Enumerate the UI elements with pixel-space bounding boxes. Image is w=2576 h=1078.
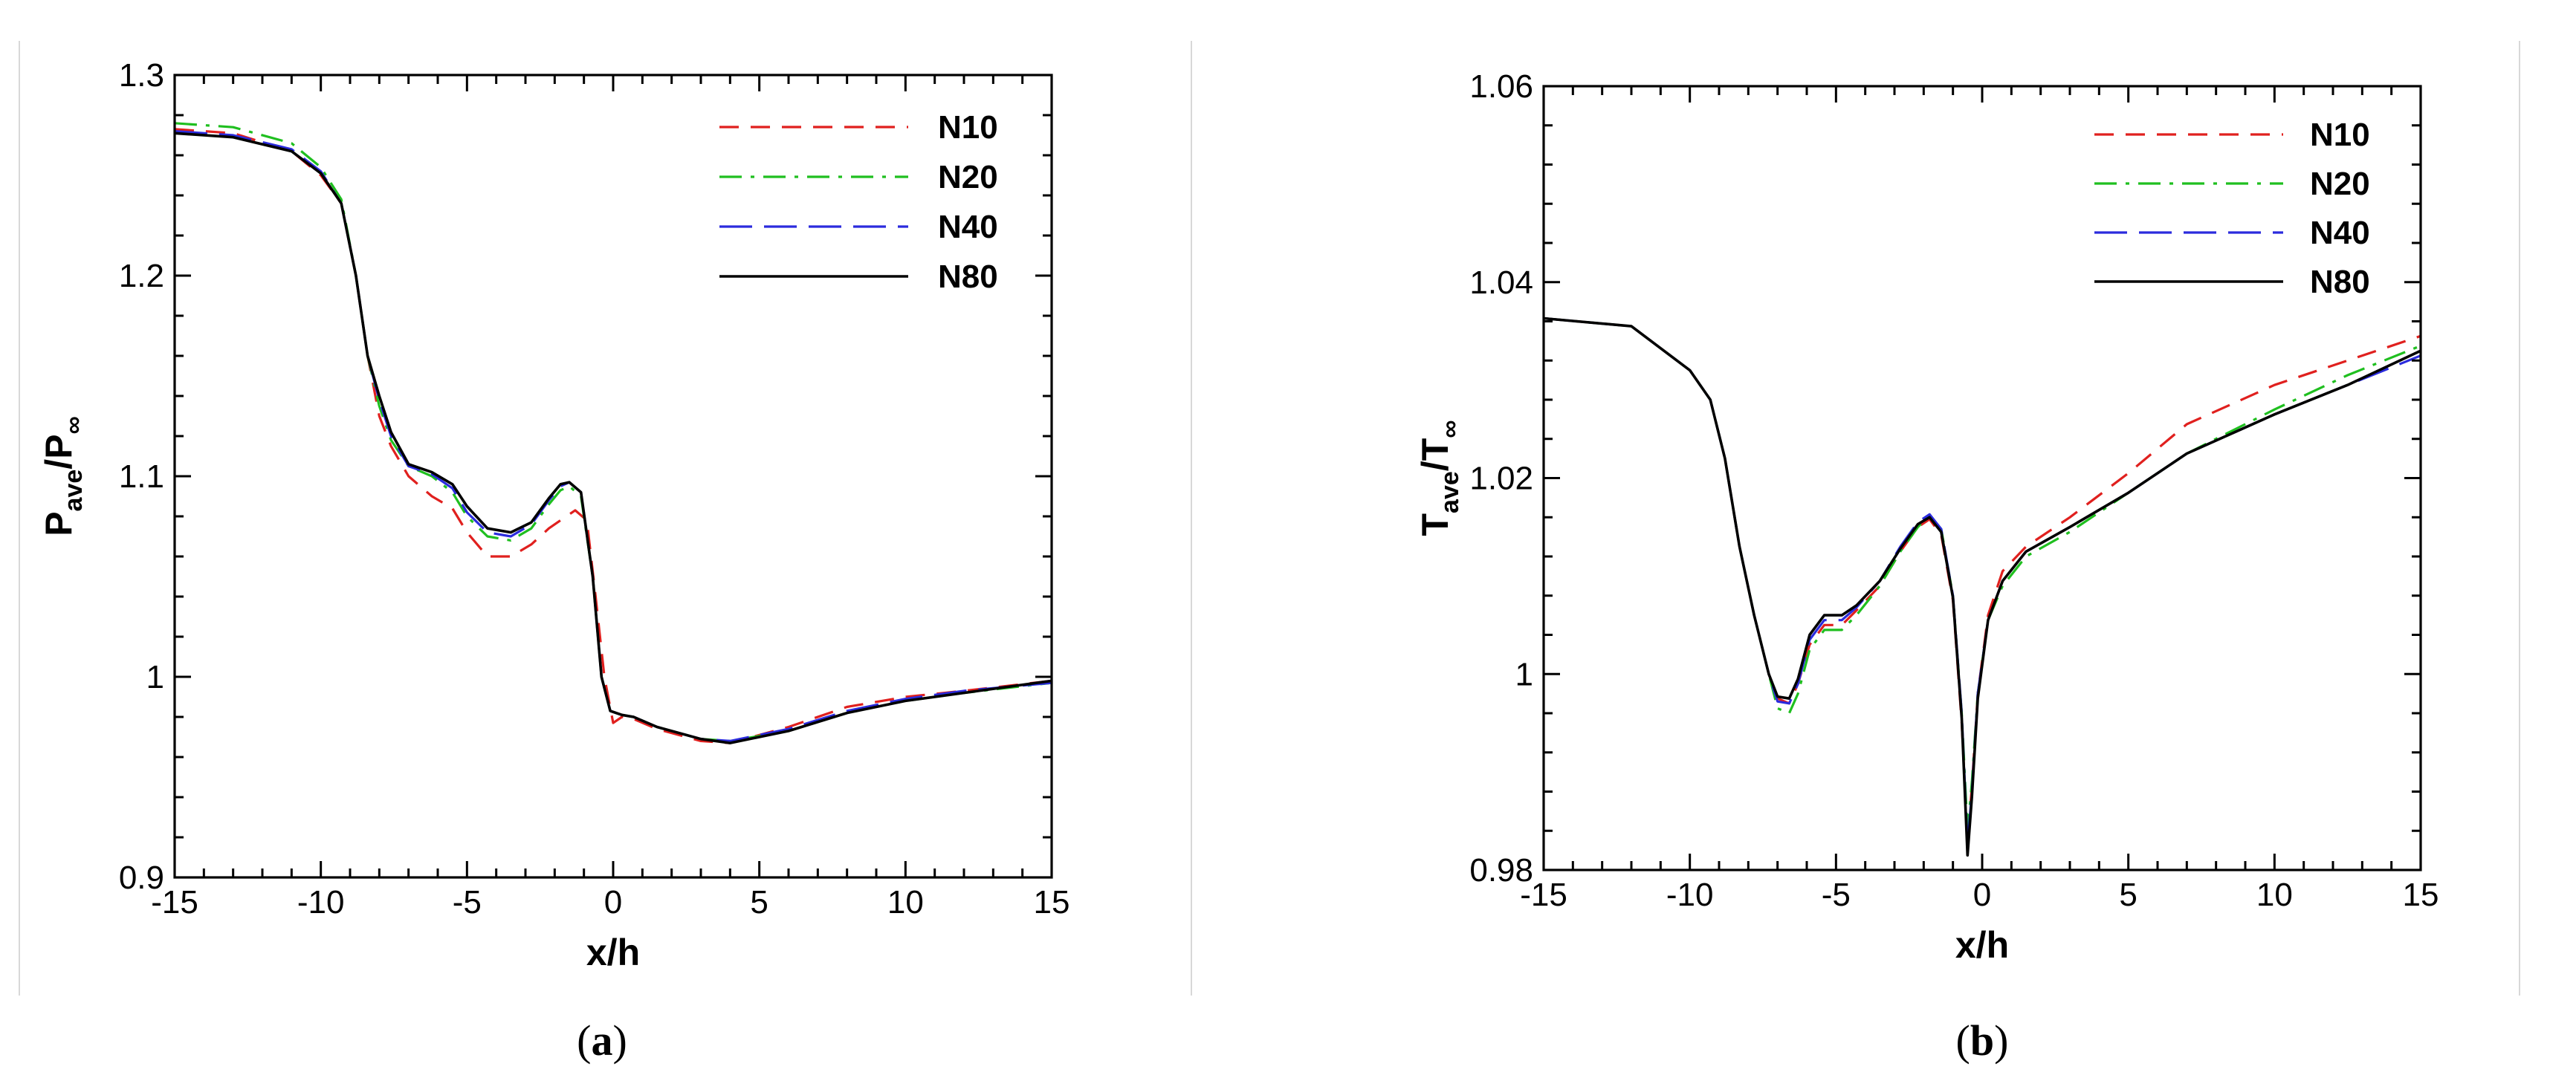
panel-b-chart: -15 -10 -5 0 5 10 15 0.98 1 1.02 1.04 1.06 x/h Tave/T… [1414,68,2439,1065]
y-tick-label: 0.9 [119,860,164,896]
y-axis-title-main: T [1414,513,1456,536]
series-line-n40 [1544,316,2421,847]
legend-label-n80: N80 [938,259,998,295]
legend-label-n40: N40 [2310,215,2370,251]
y-axis-title-sub2: ∞ [59,416,88,434]
series-line-n40 [175,130,1052,742]
y-axis-title: Pave/P∞ [38,416,88,536]
y-tick-label: 1 [1515,656,1533,692]
panel-label-close: ) [1994,1016,2008,1065]
y-axis-title-sub: ave [59,470,88,512]
x-tick-label: 5 [2119,877,2137,913]
y-axis-title-main: P [38,511,80,536]
panel-label-open: ( [577,1016,591,1065]
y-tick-label: 0.98 [1469,852,1533,889]
panel-label-close: ) [613,1016,627,1065]
y-tick-label: 1.02 [1469,461,1533,497]
x-tick-label: 5 [750,884,768,920]
y-axis-title-sep: /T [1414,438,1456,471]
y-axis-title-sep: /P [38,434,80,469]
x-axis-title: x/h [586,932,640,973]
y-tick-label: 1.04 [1469,264,1533,301]
legend-label-n80: N80 [2310,264,2370,300]
x-tick-label: -10 [1666,877,1714,913]
y-tick-label: 1 [146,659,164,695]
panel-label: (a) [577,1016,627,1065]
series-line-n10 [175,128,1052,744]
legend-label-n10: N10 [2310,117,2370,153]
x-tick-label: 10 [2256,877,2293,913]
x-tick-label: 15 [1034,884,1070,920]
legend-label-n20: N20 [938,159,998,195]
plot-frame [173,74,1053,879]
x-tick-label: 0 [1973,877,1991,913]
series-line-n20 [175,122,1052,742]
x-tick-label: 0 [604,884,622,920]
y-axis-title-sub: ave [1436,471,1464,513]
x-tick-label: 10 [887,884,924,920]
legend-label-n20: N20 [2310,166,2370,202]
series-line-n10 [1544,316,2421,842]
series-line-n80 [1544,316,2421,857]
x-tick-label: -5 [453,884,482,920]
plot-frame [1542,85,2422,871]
panel-a-chart: -15 -10 -5 0 5 10 15 0.9 1 1.1 1.2 1.3 x/h Pave/P∞ N10… [38,57,1069,1065]
x-axis-title: x/h [1955,924,2009,966]
y-tick-label: 1.3 [119,57,164,94]
panel-label-open: ( [1956,1016,1970,1065]
x-tick-label: -5 [1822,877,1851,913]
series-line-n80 [175,131,1052,744]
y-axis-title: Tave/T∞ [1414,421,1464,536]
legend-label-n10: N10 [938,109,998,146]
panel-label-letter: a [592,1016,613,1065]
x-tick-label: -15 [1520,877,1567,913]
legend-label-n40: N40 [938,209,998,245]
y-tick-label: 1.2 [119,258,164,294]
panel-label: (b) [1956,1016,2009,1065]
x-tick-label: -10 [297,884,345,920]
x-tick-label: 15 [2403,877,2439,913]
y-axis-title-sub2: ∞ [1436,421,1464,438]
x-tick-label: -15 [151,884,198,920]
y-tick-label: 1.06 [1469,68,1533,105]
y-tick-label: 1.1 [119,458,164,495]
series-line-n20 [1544,316,2421,832]
panel-label-letter: b [1970,1016,1994,1065]
